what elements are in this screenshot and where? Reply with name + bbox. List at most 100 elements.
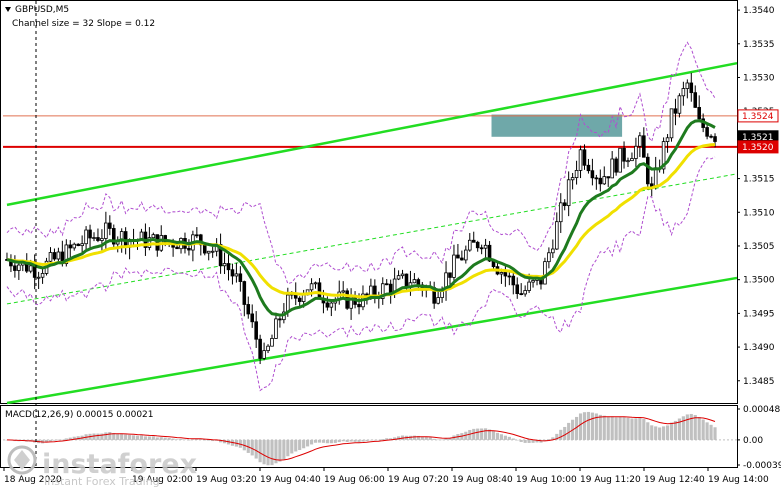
macd-bar [598,414,602,440]
candle [278,316,282,328]
macd-bar [349,439,353,442]
macd-bar [361,439,365,442]
candle [471,231,476,243]
macd-bar [547,439,551,440]
candle [262,342,266,361]
macd-bar [274,439,278,464]
macd-label: MACD(12,26,9) 0.00015 0.00021 [5,410,154,420]
candle [246,296,251,319]
candle [92,232,96,242]
brand-tagline: Instant Forex Trading [44,475,160,488]
macd-bar [183,439,187,441]
candle [566,171,571,217]
macd-bar [147,436,151,440]
x-tick-label: 18 Aug 2020 [4,475,62,485]
macd-bar [321,439,326,443]
macd-bar [681,416,685,440]
macd-bar [48,439,53,442]
macd-bar [60,439,64,441]
macd-bar [313,439,318,443]
candle [598,169,603,192]
macd-bar [444,438,448,440]
y-tick-label: 1.3500 [743,276,775,286]
y-tick-label: 1.3505 [743,242,775,252]
candle [52,248,57,261]
candle [626,157,630,167]
svg-text:1.3524: 1.3524 [742,112,774,122]
candle [270,334,274,347]
macd-bar [606,416,610,440]
candle [48,247,53,265]
candle [210,246,215,258]
candle [574,160,579,185]
macd-tick-label: 0.00048 [743,405,780,415]
candle [543,257,547,285]
macd-bar [317,439,322,443]
x-tick-label: 19 Aug 06:00 [324,475,385,485]
triangle-icon [5,7,11,12]
candle [475,240,480,252]
macd-bar [693,415,697,440]
macd-bar [487,429,492,440]
macd-bar [551,437,555,440]
candle [507,271,512,286]
macd-bar [626,417,630,440]
macd-bar [254,439,258,459]
macd-bar [377,439,381,441]
macd-bar [669,422,674,440]
macd-bar [590,412,594,440]
macd-bar [476,428,480,440]
candle [230,263,235,285]
macd-bar [124,434,128,440]
macd-bar [329,439,333,444]
macd-bar [76,436,80,440]
candle [108,215,112,236]
ma-green-line [6,119,716,317]
macd-bar [507,436,511,440]
x-tick-label: 19 Aug 12:40 [644,475,705,485]
candle [396,270,401,281]
candle [562,199,567,211]
macd-bar [5,439,9,441]
x-tick-label: 19 Aug 04:40 [260,475,321,485]
macd-bar [159,437,163,440]
macd-bar [365,439,369,442]
brand-watermark: instaforex Instant Forex Trading [7,445,197,488]
candle [84,226,88,250]
y-tick-label: 1.3535 [743,40,775,50]
candle [709,134,713,139]
candle [673,98,678,126]
candle [697,95,701,121]
candle [602,166,607,185]
macd-bar [373,439,377,441]
x-tick-label: 19 Aug 02:00 [132,475,193,485]
macd-bar [709,424,713,440]
x-tick-label: 19 Aug 10:00 [516,475,577,485]
y-tick-label: 1.3495 [743,309,775,319]
macd-bar [472,428,476,440]
ma-yellow-line [6,143,716,299]
macd-bar [163,437,167,440]
macd-bar [642,418,646,440]
macd-bar [480,428,484,440]
price-label: 1.3520 [737,140,779,154]
macd-bar [56,439,60,441]
macd-bar [167,437,171,440]
macd-bar [222,439,227,444]
candle [254,311,258,348]
brand-name: instaforex [42,449,197,480]
macd-bar [432,438,436,440]
macd-bar [286,439,290,457]
y-tick-label: 1.3515 [743,175,775,185]
candle [17,261,21,280]
x-tick-label: 19 Aug 11:20 [580,475,641,485]
macd-bar [689,413,693,440]
indicator-note: Channel size = 32 Slope = 0.12 [12,19,155,29]
macd-bar [535,439,539,443]
candle [610,151,614,179]
macd-bar [428,437,432,440]
macd-bar [191,439,195,440]
candle [226,251,231,281]
macd-bar [515,439,519,441]
candle [570,172,575,190]
